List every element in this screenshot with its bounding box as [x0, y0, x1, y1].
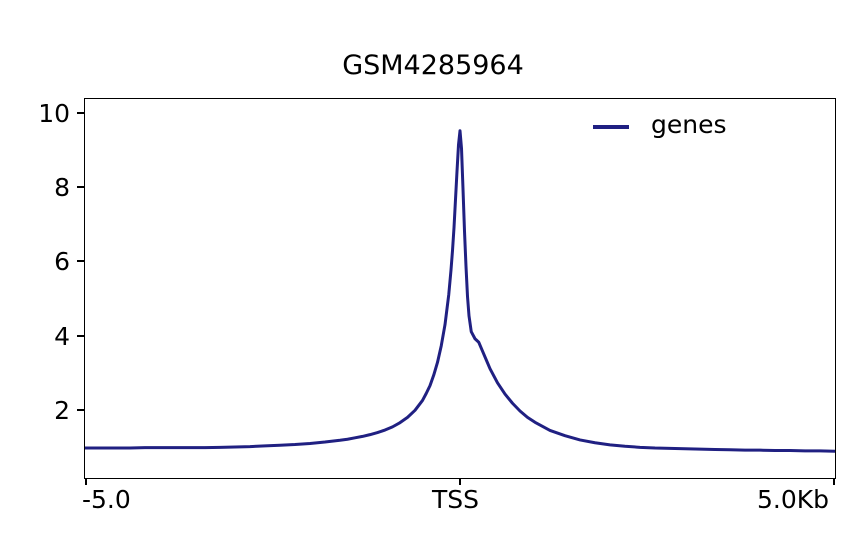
- x-tick-label-right: 5.0Kb: [757, 485, 830, 514]
- y-tick-label-8: 8: [54, 173, 70, 202]
- y-tick-label-6: 6: [54, 247, 70, 276]
- y-tick-mark-6: [77, 260, 84, 262]
- y-axis: 10 8 6 4 2: [0, 0, 84, 551]
- x-tick-mark-right: [833, 478, 835, 485]
- x-tick-mark-left: [85, 478, 87, 485]
- y-tick-mark-4: [77, 335, 84, 337]
- y-tick-label-10: 10: [38, 99, 70, 128]
- legend-swatch-genes: [593, 125, 629, 129]
- series-line-genes: [85, 129, 835, 453]
- data-line-svg: [85, 129, 835, 453]
- y-tick-mark-2: [77, 409, 84, 411]
- plot-area: [77, 98, 836, 485]
- y-tick-label-2: 2: [54, 396, 70, 425]
- legend-label-genes: genes: [651, 110, 727, 139]
- y-tick-mark-10: [77, 112, 84, 114]
- legend: genes: [593, 110, 823, 145]
- x-tick-label-center: TSS: [432, 485, 480, 514]
- x-tick-mark-center: [459, 478, 461, 485]
- y-tick-mark-8: [77, 186, 84, 188]
- x-tick-label-left: -5.0: [82, 485, 131, 514]
- y-tick-label-4: 4: [54, 322, 70, 351]
- chart-title: GSM4285964: [342, 50, 524, 81]
